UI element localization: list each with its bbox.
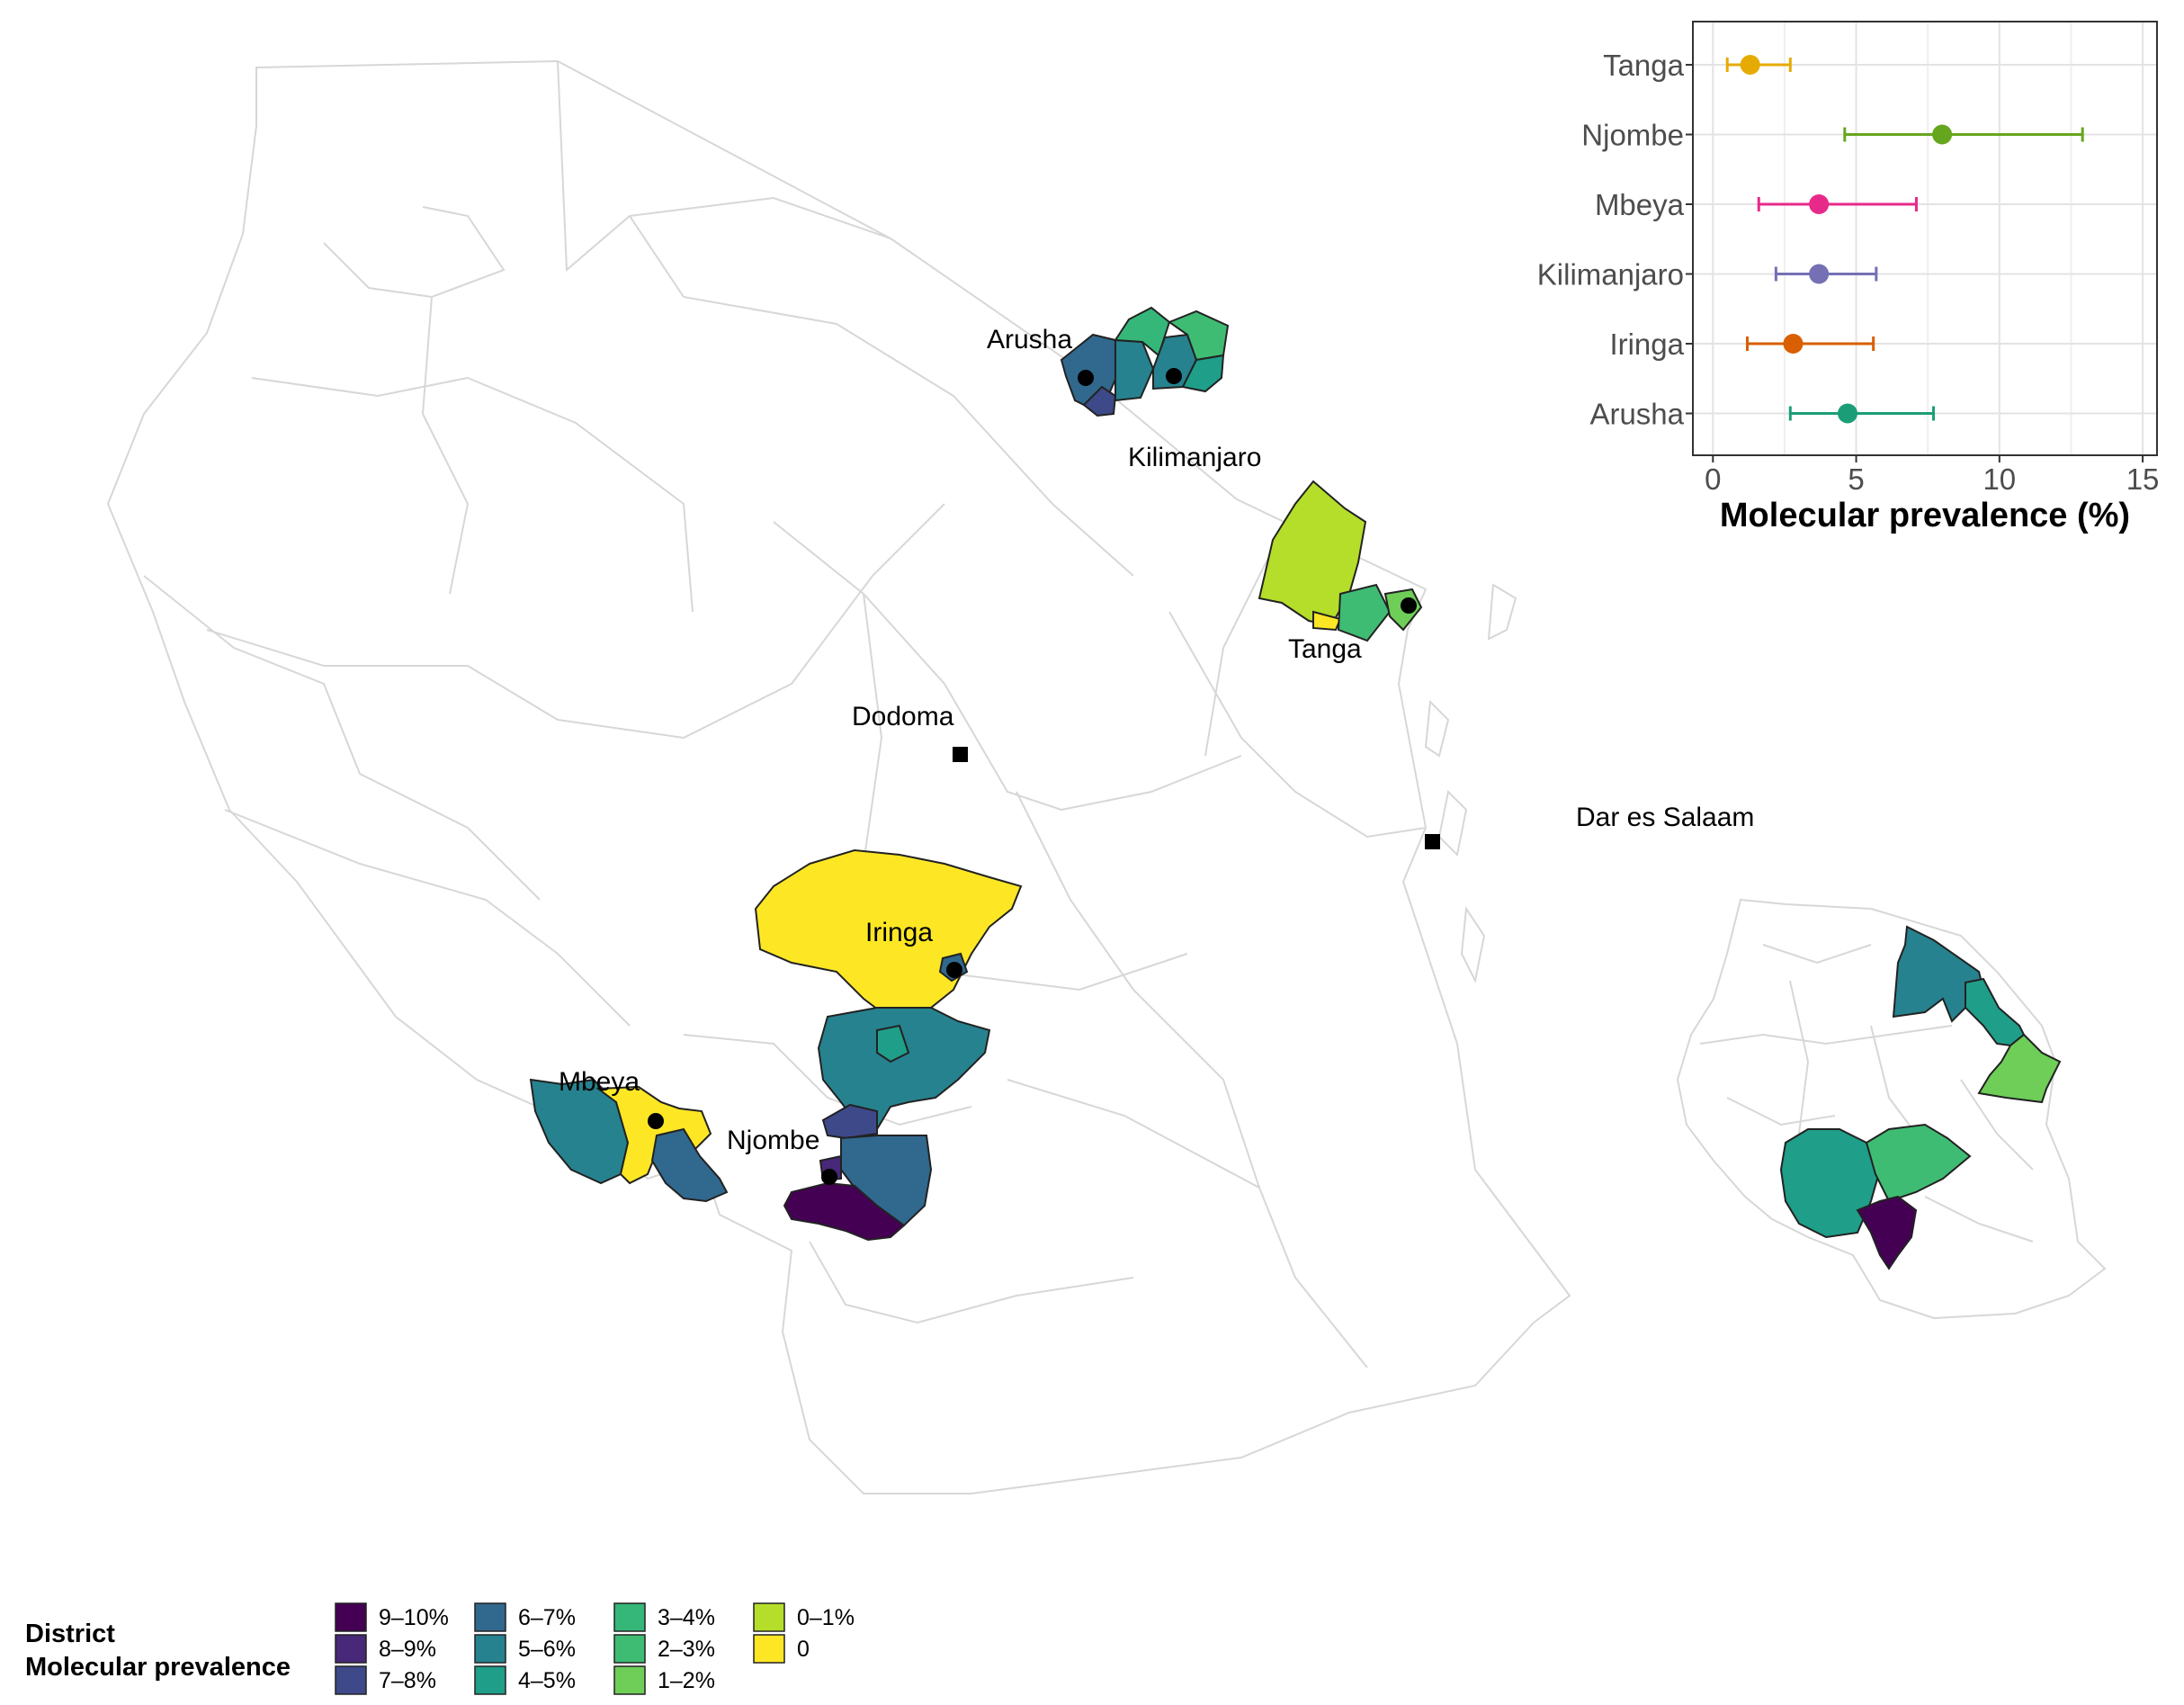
legend-swatch bbox=[613, 1634, 646, 1664]
y-label-arusha: Arusha bbox=[1589, 398, 1684, 431]
point-arusha bbox=[1838, 403, 1857, 424]
legend-swatch bbox=[335, 1665, 367, 1695]
point-njombe bbox=[1932, 124, 1953, 145]
site-markers bbox=[648, 368, 1440, 1185]
label-mbeya: Mbeya bbox=[559, 1067, 640, 1097]
inset-kilimanjaro bbox=[1965, 977, 2026, 1047]
legend-label: 9–10% bbox=[379, 1605, 449, 1630]
district-tanga-3 bbox=[1337, 583, 1392, 642]
legend-swatch bbox=[335, 1602, 367, 1632]
inset-country-outline bbox=[1676, 898, 2107, 1320]
site-dot-tanga bbox=[1401, 597, 1417, 614]
legend-label: 6–7% bbox=[518, 1605, 576, 1630]
district-mbeya-3 bbox=[650, 1127, 729, 1203]
legend-label: 1–2% bbox=[658, 1668, 715, 1693]
point-tanga bbox=[1740, 55, 1760, 75]
district-arusha-2 bbox=[1082, 385, 1117, 417]
legend-label: 0 bbox=[797, 1637, 810, 1662]
legend-label: 3–4% bbox=[658, 1605, 715, 1630]
site-dot-njombe bbox=[821, 1169, 837, 1185]
legend-swatch bbox=[474, 1634, 506, 1664]
label-njombe: Njombe bbox=[727, 1126, 819, 1155]
city-marker-dodoma bbox=[953, 747, 968, 762]
district-arusha-3 bbox=[1114, 338, 1155, 402]
forest-plot: TangaNjombeMbeyaKilimanjaroIringaArusha … bbox=[1537, 21, 2159, 534]
x-axis-title: Molecular prevalence (%) bbox=[1720, 497, 2130, 534]
inset-tanga bbox=[1977, 1033, 2062, 1104]
site-dot-iringa bbox=[946, 962, 962, 978]
legend-swatch bbox=[753, 1602, 785, 1632]
district-njombe-1 bbox=[821, 1103, 878, 1140]
point-iringa bbox=[1783, 334, 1804, 354]
x-tick-label: 0 bbox=[1705, 462, 1721, 496]
legend-swatch bbox=[613, 1665, 646, 1695]
district-njombe-2 bbox=[840, 1135, 933, 1227]
point-kilimanjaro bbox=[1809, 264, 1830, 284]
y-label-iringa: Iringa bbox=[1609, 328, 1684, 361]
district-iringa-4 bbox=[876, 1024, 910, 1063]
region-labels: Arusha Kilimanjaro Tanga Dodoma Dar es S… bbox=[559, 325, 1754, 1155]
legend-items: 9–10% 8–9% 7–8% 6–7% 5–6% 4–5% 3–4% 2–3% 1–2% 0–1… bbox=[335, 1602, 855, 1695]
y-label-mbeya: Mbeya bbox=[1595, 188, 1685, 221]
plot-panel bbox=[1692, 21, 2158, 456]
x-tick-label: 5 bbox=[1848, 462, 1864, 496]
label-arusha: Arusha bbox=[987, 325, 1072, 354]
label-iringa: Iringa bbox=[865, 918, 933, 947]
y-label-tanga: Tanga bbox=[1603, 49, 1685, 82]
plot-points bbox=[1740, 55, 1953, 424]
region-boundaries bbox=[143, 60, 1427, 1368]
district-iringa-1 bbox=[754, 848, 1023, 1027]
site-dot-mbeya bbox=[648, 1113, 664, 1129]
inset-arusha bbox=[1892, 925, 1985, 1023]
city-marker-dar bbox=[1425, 834, 1440, 849]
legend-label: 0–1% bbox=[797, 1605, 855, 1630]
legend-label: 4–5% bbox=[518, 1668, 576, 1693]
point-mbeya bbox=[1809, 194, 1830, 214]
district-tanga-2 bbox=[1312, 610, 1342, 632]
legend-label: 7–8% bbox=[379, 1668, 436, 1693]
inset-map bbox=[1676, 898, 2107, 1320]
legend-swatch bbox=[753, 1634, 785, 1664]
site-dot-kilimanjaro bbox=[1166, 368, 1182, 384]
x-axis-ticks: 0 5 10 15 bbox=[1705, 455, 2159, 496]
label-tanga: Tanga bbox=[1288, 634, 1362, 664]
x-tick-label: 15 bbox=[2126, 462, 2160, 496]
legend-swatch bbox=[335, 1634, 367, 1664]
site-dot-arusha bbox=[1078, 370, 1094, 386]
label-dar: Dar es Salaam bbox=[1576, 803, 1754, 832]
legend: District Molecular prevalence 9–10% 8–9% 7… bbox=[25, 1602, 855, 1695]
legend-swatch bbox=[474, 1665, 506, 1695]
district-njombe-3 bbox=[783, 1181, 906, 1242]
label-kilimanjaro: Kilimanjaro bbox=[1128, 443, 1261, 472]
y-axis-labels: Tanga Njombe Mbeya Kilimanjaro Iringa Arusha bbox=[1537, 49, 1693, 431]
x-tick-label: 10 bbox=[1983, 462, 2016, 496]
country-outline bbox=[106, 59, 1571, 1494]
inset-njombe bbox=[1856, 1195, 1918, 1270]
legend-swatch bbox=[613, 1602, 646, 1632]
legend-title-line2: Molecular prevalence bbox=[25, 1653, 291, 1682]
legend-label: 2–3% bbox=[658, 1637, 715, 1662]
legend-swatch bbox=[474, 1602, 506, 1632]
coast-islands bbox=[1424, 583, 1517, 984]
legend-label: 5–6% bbox=[518, 1637, 576, 1662]
inset-iringa bbox=[1865, 1123, 1972, 1203]
inset-boundaries bbox=[1699, 944, 2034, 1243]
legend-title-line1: District bbox=[25, 1620, 115, 1648]
y-label-kilimanjaro: Kilimanjaro bbox=[1537, 258, 1684, 292]
y-label-njombe: Njombe bbox=[1581, 119, 1684, 152]
district-kili-4 bbox=[1181, 354, 1225, 393]
main-map bbox=[106, 59, 1571, 1494]
label-dodoma: Dodoma bbox=[852, 702, 954, 731]
legend-label: 8–9% bbox=[379, 1637, 436, 1662]
district-iringa-3 bbox=[817, 1007, 991, 1131]
